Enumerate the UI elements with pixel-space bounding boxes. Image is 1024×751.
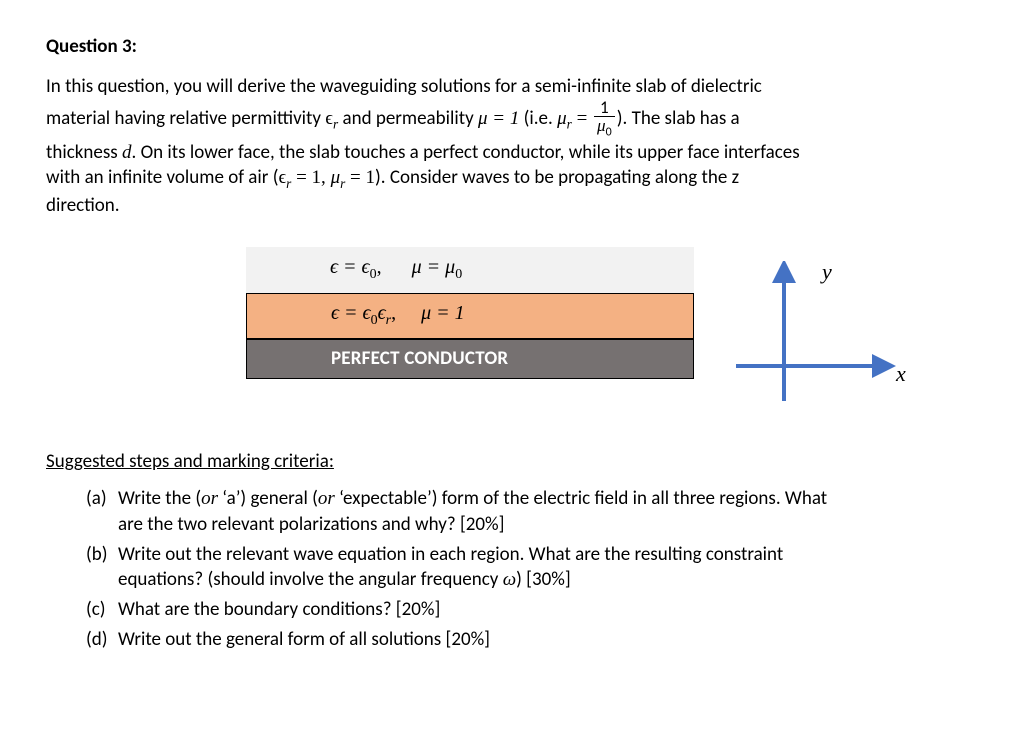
- x-axis-label: x: [895, 361, 906, 386]
- list-marker: (b): [86, 542, 118, 593]
- separator: ,: [391, 302, 396, 324]
- symbol-omega: ω: [503, 569, 516, 590]
- layer-perfect-conductor: PERFECT CONDUCTOR: [246, 339, 694, 379]
- text: ‘a’) general (: [218, 487, 318, 510]
- list-marker: (d): [86, 627, 118, 653]
- text: μ = 1: [421, 302, 465, 324]
- text: ϵ = ϵ: [330, 256, 370, 278]
- symbol-eps: ϵ: [278, 167, 286, 188]
- text: (i.e.: [519, 107, 557, 130]
- question-title: Question 3:: [46, 34, 978, 60]
- list-item: (b) Write out the relevant wave equation…: [86, 542, 978, 593]
- steps-list: (a) Write the (or ‘a’) general (or ‘expe…: [46, 486, 978, 652]
- text: Write out the relevant wave equation in …: [118, 543, 783, 566]
- text: ϵ: [378, 302, 386, 324]
- text: equations? (should involve the angular f…: [118, 568, 503, 591]
- subscript: 0: [370, 267, 377, 282]
- subscript: 0: [455, 267, 462, 282]
- equals: =: [572, 108, 592, 129]
- numerator: 1: [594, 99, 615, 117]
- list-marker: (c): [86, 597, 118, 623]
- list-marker: (a): [86, 486, 118, 537]
- text: = 1: [345, 167, 375, 188]
- text: μ = μ: [412, 256, 456, 278]
- symbol-mu: μ: [557, 108, 567, 129]
- list-text: Write out the relevant wave equation in …: [118, 542, 978, 593]
- symbol-mu: μ: [331, 167, 341, 188]
- text: direction.: [46, 194, 120, 217]
- text: = 1,: [291, 167, 330, 188]
- denominator: μ0: [594, 117, 615, 139]
- intro-paragraph: In this question, you will derive the wa…: [46, 74, 978, 219]
- layer-slab: ϵ = ϵ0ϵr, μ = 1: [246, 293, 694, 339]
- symbol-mu: μ: [597, 116, 606, 135]
- text: and permeability: [338, 107, 478, 130]
- layer-air-label: ϵ = ϵ0, μ = μ0: [330, 254, 462, 285]
- subscript-0: 0: [606, 126, 612, 140]
- y-axis-label: y: [820, 261, 832, 284]
- steps-heading: Suggested steps and marking criteria:: [46, 449, 978, 475]
- subscript: 0: [371, 313, 378, 328]
- list-item: (d) Write out the general form of all so…: [86, 627, 978, 653]
- layer-slab-label: ϵ = ϵ0ϵr, μ = 1: [331, 300, 465, 331]
- slab-diagram: ϵ = ϵ0, μ = μ0 ϵ = ϵ0ϵr, μ = 1 PERFECT C…: [246, 247, 694, 379]
- list-text: Write out the general form of all soluti…: [118, 627, 978, 653]
- text: with an infinite volume of air (: [46, 166, 278, 189]
- separator: ,: [377, 256, 382, 278]
- text: are the two relevant polarizations and w…: [118, 513, 504, 536]
- text: ). The slab has a: [617, 107, 740, 130]
- text: thickness: [46, 141, 122, 164]
- coordinate-axes: x y: [714, 261, 914, 411]
- symbol-mu-eq: μ = 1: [478, 108, 519, 129]
- figure: ϵ = ϵ0, μ = μ0 ϵ = ϵ0ϵr, μ = 1 PERFECT C…: [46, 231, 978, 431]
- italic: or: [201, 488, 218, 509]
- text: material having relative permittivity: [46, 107, 325, 130]
- text: . On its lower face, the slab touches a …: [131, 141, 799, 164]
- symbol-eps: ϵ: [325, 108, 333, 129]
- italic: or: [318, 488, 335, 509]
- list-text: What are the boundary conditions? [20%]: [118, 597, 978, 623]
- list-item: (c) What are the boundary conditions? [2…: [86, 597, 978, 623]
- text: What are the boundary conditions? [20%]: [118, 598, 440, 621]
- text: In this question, you will derive the wa…: [46, 75, 762, 98]
- text: ). Consider waves to be propagating alon…: [375, 166, 739, 189]
- text: ) [30%]: [516, 568, 571, 591]
- text: ‘expectable’) form of the electric field…: [335, 487, 827, 510]
- text: ϵ = ϵ: [331, 302, 371, 324]
- fraction: 1 μ0: [594, 99, 615, 139]
- text: Write out the general form of all soluti…: [118, 628, 490, 651]
- layer-air: ϵ = ϵ0, μ = μ0: [246, 247, 694, 293]
- layer-pec-label: PERFECT CONDUCTOR: [331, 346, 508, 372]
- text: Write the (: [118, 487, 201, 510]
- list-text: Write the (or ‘a’) general (or ‘expectab…: [118, 486, 978, 537]
- page: Question 3: In this question, you will d…: [0, 0, 1024, 676]
- list-item: (a) Write the (or ‘a’) general (or ‘expe…: [86, 486, 978, 537]
